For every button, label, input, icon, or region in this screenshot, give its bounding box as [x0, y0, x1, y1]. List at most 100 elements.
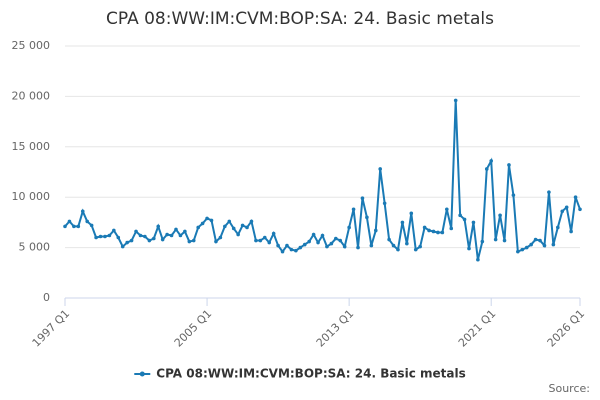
- point: [556, 225, 560, 230]
- point: [347, 225, 351, 230]
- point: [387, 237, 391, 242]
- point: [365, 215, 369, 220]
- point: [440, 230, 445, 235]
- point: [289, 247, 294, 252]
- point: [329, 241, 334, 246]
- point: [236, 232, 240, 237]
- point: [294, 248, 298, 253]
- point: [223, 224, 227, 229]
- point: [516, 249, 520, 254]
- y-tick-label: 5 000: [19, 241, 51, 254]
- point: [369, 243, 374, 248]
- point: [107, 233, 112, 238]
- point: [231, 226, 236, 231]
- point: [547, 190, 551, 194]
- point: [400, 220, 405, 225]
- point: [307, 239, 311, 244]
- point: [422, 225, 427, 230]
- point: [174, 227, 178, 232]
- point: [480, 239, 485, 244]
- y-tick-label: 10 000: [12, 190, 51, 203]
- point: [271, 231, 276, 236]
- point: [205, 216, 209, 221]
- point: [147, 238, 152, 243]
- point: [249, 219, 254, 224]
- chart-title: CPA 08:WW:IM:CVM:BOP:SA: 24. Basic metal…: [106, 9, 494, 29]
- point: [551, 242, 556, 247]
- point: [338, 238, 343, 243]
- point: [502, 238, 507, 243]
- point: [116, 235, 121, 240]
- legend-marker: [139, 371, 145, 377]
- point: [356, 245, 360, 250]
- point: [405, 241, 409, 246]
- point: [436, 230, 440, 235]
- y-tick-label: 25 000: [12, 39, 51, 52]
- point: [169, 233, 174, 238]
- x-tick-label: 2021 Q1: [456, 307, 499, 350]
- point: [449, 226, 454, 231]
- point: [129, 238, 134, 243]
- point: [191, 238, 196, 243]
- point: [320, 233, 325, 238]
- point: [325, 244, 329, 249]
- point: [484, 167, 489, 171]
- point: [160, 237, 165, 242]
- point: [89, 223, 94, 228]
- point: [524, 245, 529, 250]
- point: [67, 219, 72, 224]
- point: [396, 247, 400, 252]
- point: [467, 246, 471, 251]
- point: [178, 233, 183, 238]
- point: [196, 225, 200, 230]
- point: [94, 235, 98, 240]
- point: [63, 224, 67, 229]
- point: [493, 237, 498, 242]
- point: [462, 217, 467, 222]
- point: [507, 163, 511, 167]
- point: [334, 236, 338, 241]
- point: [214, 239, 218, 244]
- point: [573, 195, 578, 199]
- point: [316, 240, 320, 245]
- point: [311, 232, 316, 237]
- point: [511, 193, 516, 197]
- point: [360, 196, 365, 201]
- point: [262, 235, 267, 240]
- point: [276, 243, 280, 248]
- point: [218, 235, 223, 240]
- point: [378, 167, 383, 171]
- point: [529, 242, 533, 247]
- x-tick-label: 2005 Q1: [172, 307, 215, 350]
- point: [431, 229, 436, 234]
- x-tick-label: 1997 Q1: [30, 307, 73, 350]
- point: [240, 223, 245, 228]
- point: [351, 207, 356, 212]
- point: [187, 239, 192, 244]
- point: [445, 207, 449, 212]
- point: [209, 218, 214, 223]
- point: [569, 229, 573, 234]
- point: [134, 229, 138, 234]
- point: [409, 211, 414, 216]
- point: [76, 224, 81, 229]
- point: [427, 228, 431, 233]
- point: [302, 242, 307, 247]
- point: [103, 234, 107, 239]
- point: [578, 207, 582, 212]
- point: [98, 234, 103, 239]
- point: [342, 244, 347, 249]
- point: [542, 243, 547, 248]
- point: [112, 228, 116, 233]
- point: [125, 240, 129, 245]
- point: [413, 247, 418, 252]
- x-tick-label: 2026 Q1: [545, 307, 588, 350]
- point: [80, 209, 85, 214]
- point: [489, 159, 494, 163]
- point: [245, 225, 249, 230]
- point: [285, 243, 289, 248]
- y-tick-label: 0: [43, 291, 50, 304]
- point: [200, 221, 205, 226]
- point: [564, 205, 569, 210]
